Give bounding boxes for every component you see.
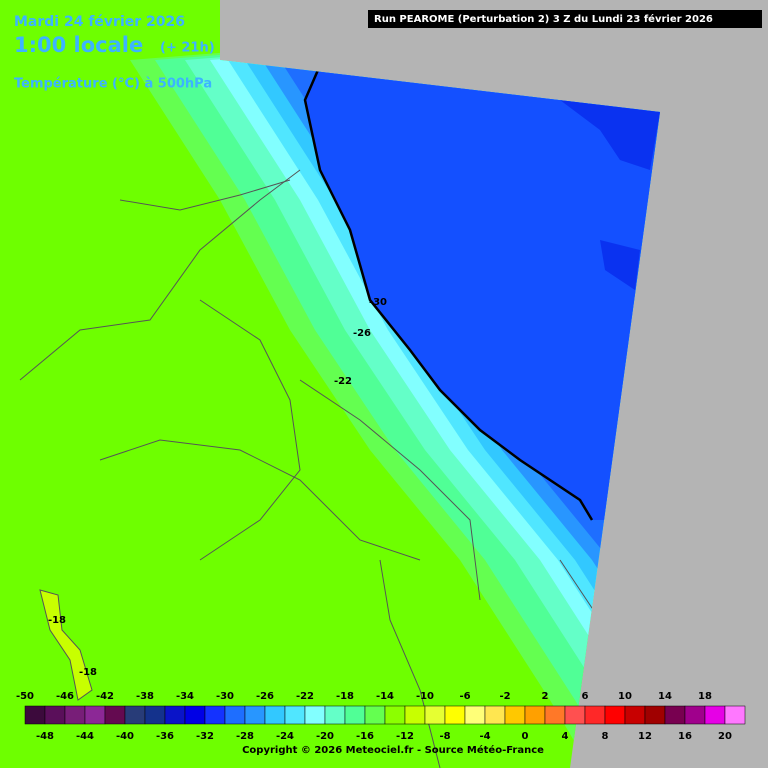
contour-line — [303, 69, 594, 521]
colorbar-label: -46 — [56, 691, 74, 702]
colorbar-cell — [264, 705, 286, 725]
colorbar-cell — [444, 705, 466, 725]
colorbar-cell — [64, 705, 86, 725]
colorbar-label: -22 — [296, 691, 314, 702]
colorbar-cell — [544, 705, 566, 725]
colorbar-cell — [164, 705, 186, 725]
colorbar-cell — [684, 705, 706, 725]
colorbar-label: 6 — [582, 691, 589, 702]
colorbar-label: 18 — [698, 691, 712, 702]
copyright: Copyright © 2026 Meteociel.fr - Source M… — [242, 744, 544, 756]
colorbar-cell — [404, 705, 426, 725]
colorbar-cell — [724, 705, 746, 725]
island — [39, 589, 93, 701]
contour-label: -18 — [79, 667, 97, 678]
colorbar-label: 10 — [618, 691, 632, 702]
colorbar-cell — [524, 705, 546, 725]
colorbar-cell — [504, 705, 526, 725]
colorbar-label: 20 — [718, 731, 732, 742]
colorbar-label: 4 — [562, 731, 569, 742]
colorbar-cell — [184, 705, 206, 725]
colorbar-label: -36 — [156, 731, 174, 742]
colorbar-cell — [244, 705, 266, 725]
contour-label: -30 — [369, 297, 387, 308]
cold-core — [305, 60, 660, 520]
contour-label: -26 — [353, 328, 371, 339]
colorbar-label: 14 — [658, 691, 672, 702]
colorbar-cell — [624, 705, 646, 725]
colorbar-cell — [344, 705, 366, 725]
colorbar-cell — [604, 705, 626, 725]
colorbar-label: -26 — [256, 691, 274, 702]
colorbar-label: -4 — [479, 731, 490, 742]
colorbar-label: -28 — [236, 731, 254, 742]
colorbar-label: 2 — [542, 691, 549, 702]
colorbar-label: 0 — [522, 731, 529, 742]
colorbar-cell — [664, 705, 686, 725]
colorbar-label: -2 — [499, 691, 510, 702]
colorbar-label: -16 — [356, 731, 374, 742]
colorbar-label: -20 — [316, 731, 334, 742]
colorbar-label: 12 — [638, 731, 652, 742]
colorbar-label: -38 — [136, 691, 154, 702]
cold-patch — [600, 240, 640, 290]
colorbar-label: -40 — [116, 731, 134, 742]
colorbar: -50 -46 -42 -38 -34 -30 -26 -22 -18 -14 -10 -6 -2 2 6 1… — [16, 691, 746, 742]
colorbar-cell — [44, 705, 66, 725]
colorbar-label: -48 — [36, 731, 54, 742]
colorbar-cell — [224, 705, 246, 725]
date: Mardi 24 février 2026 — [14, 14, 185, 30]
colorbar-label: -42 — [96, 691, 114, 702]
colorbar-label: 8 — [602, 731, 609, 742]
colorbar-cell — [24, 705, 46, 725]
colorbar-label: -32 — [196, 731, 214, 742]
colorbar-label: -14 — [376, 691, 394, 702]
colorbar-cell — [144, 705, 166, 725]
run-box — [368, 10, 762, 28]
colorbar-cell — [204, 705, 226, 725]
colorbar-label: -50 — [16, 691, 34, 702]
colorbar-cell — [124, 705, 146, 725]
colorbar-label: -34 — [176, 691, 194, 702]
colorbar-label: -30 — [216, 691, 234, 702]
colorbar-label: -6 — [459, 691, 470, 702]
time: 1:00 locale — [14, 33, 143, 57]
contour-label: -18 — [48, 615, 66, 626]
colorbar-cell — [364, 705, 386, 725]
colorbar-cell — [104, 705, 126, 725]
colorbar-label: 16 — [678, 731, 692, 742]
colorbar-cell — [304, 705, 326, 725]
contour-label: -22 — [334, 376, 352, 387]
colorbar-cell — [284, 705, 306, 725]
colorbar-label: -24 — [276, 731, 294, 742]
colorbar-cell — [324, 705, 346, 725]
colorbar-cell — [84, 705, 106, 725]
cold-patch — [560, 100, 660, 170]
colorbar-cell — [704, 705, 726, 725]
colorbar-label: -18 — [336, 691, 354, 702]
lead-time: (+ 21h) — [160, 41, 215, 56]
colorbar-label: -44 — [76, 731, 94, 742]
colorbar-label: -12 — [396, 731, 414, 742]
colorbar-cell — [484, 705, 506, 725]
colorbar-cell — [424, 705, 446, 725]
colorbar-cell — [564, 705, 586, 725]
colorbar-cell — [384, 705, 406, 725]
colorbar-label: -8 — [439, 731, 450, 742]
colorbar-cell — [644, 705, 666, 725]
colorbar-label: -10 — [416, 691, 434, 702]
run-info: Run PEAROME (Perturbation 2) 3 Z du Lund… — [374, 13, 713, 25]
colorbar-cell — [584, 705, 606, 725]
field-name: Température (°C) à 500hPa — [14, 77, 212, 92]
colorbar-cell — [464, 705, 486, 725]
